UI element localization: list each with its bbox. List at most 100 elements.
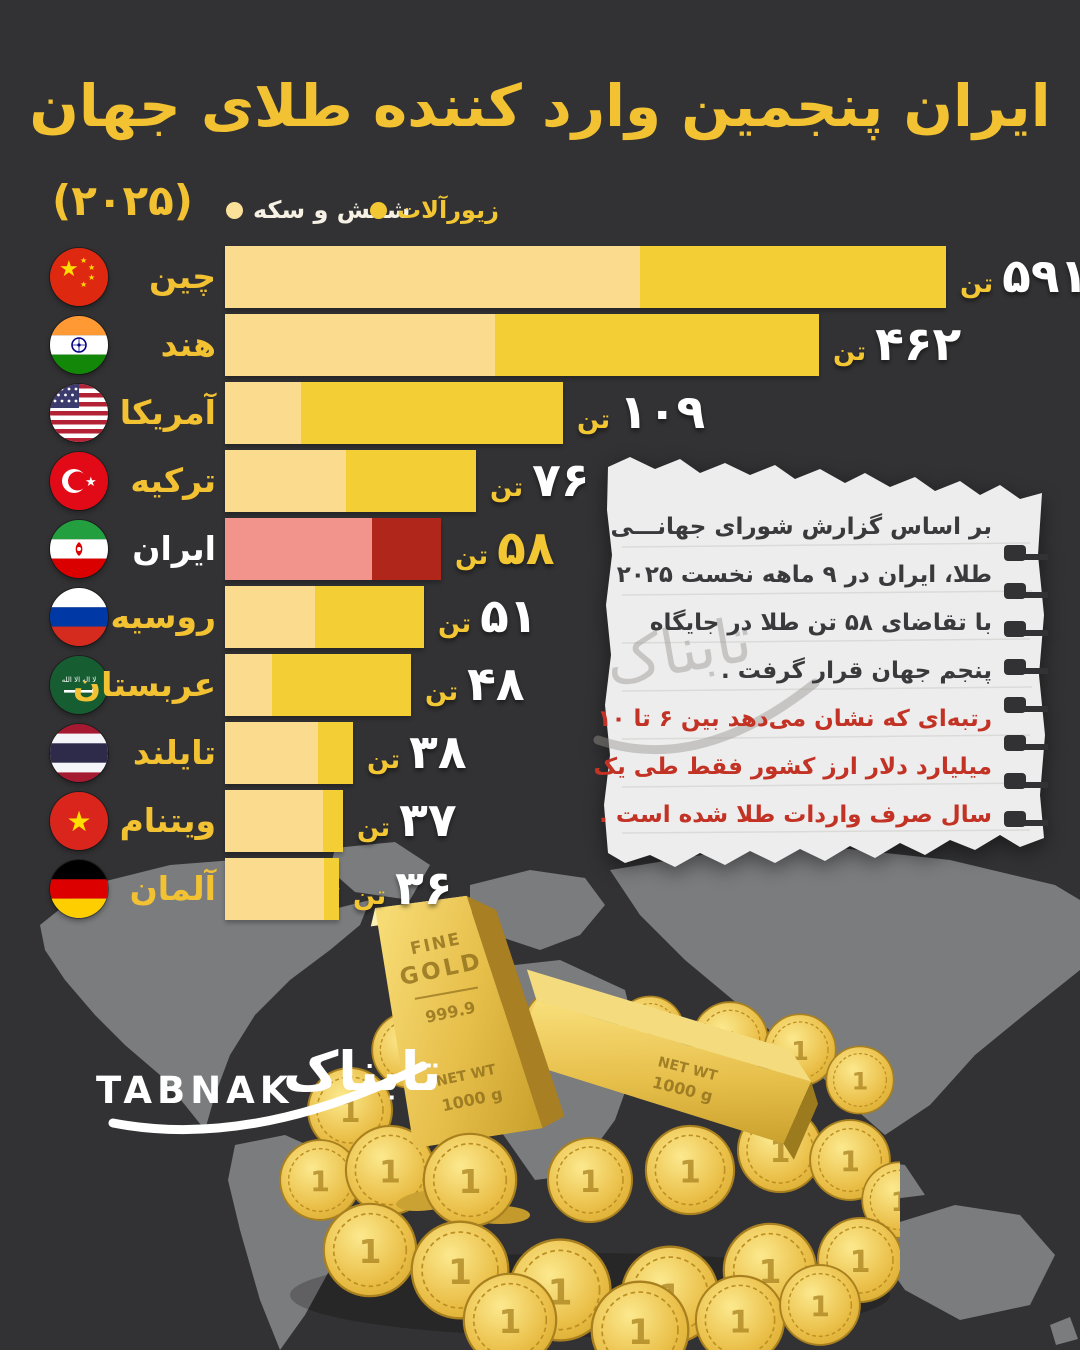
bar-turkey <box>225 450 476 512</box>
value-label: ۳۷ تن <box>357 790 457 852</box>
bar-seg-bullion-coins <box>225 722 318 784</box>
country-label: هند <box>160 325 216 364</box>
svg-text:★: ★ <box>80 280 87 289</box>
bar-seg-jewelry <box>318 722 353 784</box>
tabnak-logo: TABNAK تابناک <box>96 1040 438 1135</box>
map-asia <box>610 848 1080 1135</box>
bar-seg-jewelry <box>346 450 476 512</box>
bar-seg-jewelry <box>315 586 424 648</box>
country-label: روسیه <box>110 597 216 636</box>
value-label: ۵۱ تن <box>438 586 538 648</box>
country-label: ایران <box>132 529 216 568</box>
value-label: ۵۹۱ تن <box>960 246 1080 308</box>
bar-row-vietnam: ★ ویتنام ۳۷ تن <box>0 787 1080 855</box>
value-unit: تن <box>367 745 401 775</box>
bar-russia <box>225 586 424 648</box>
bar-seg-jewelry <box>372 518 441 580</box>
legend-dot-bullion-icon <box>226 201 243 219</box>
value-label: ۳۶ تن <box>353 858 453 920</box>
logo-swoosh <box>108 1061 428 1135</box>
svg-text:★: ★ <box>59 257 79 282</box>
bar-row-india: هند ۴۶۲ تن <box>0 311 1080 379</box>
bar-row-germany: آلمان ۳۶ تن <box>0 855 1080 923</box>
legend-item-jewelry: زیورآلات <box>370 196 499 224</box>
note-line: طلا، ایران در ۹ ماهه نخست ۲۰۲۵ <box>616 562 992 588</box>
note-paper: تابناک <box>593 457 1048 867</box>
bar-row-russia: روسیه ۵۱ تن <box>0 583 1080 651</box>
bar-usa <box>225 382 563 444</box>
bar-thailand <box>225 722 353 784</box>
value-unit: تن <box>425 677 459 707</box>
bar-row-turkey: ★ ترکیه ۷۶ تن <box>0 447 1080 515</box>
brand-latin-text: TABNAK <box>96 1069 293 1112</box>
bar-row-thailand: تایلند ۳۸ تن <box>0 719 1080 787</box>
value-number: ۴۸ <box>467 657 525 712</box>
value-label: ۳۸ تن <box>367 722 467 784</box>
value-unit: تن <box>438 609 472 639</box>
value-label: ۴۶۲ تن <box>833 314 961 376</box>
country-label: چین <box>149 257 216 296</box>
value-unit: تن <box>833 337 867 367</box>
paper-ruled-lines <box>621 542 1033 834</box>
gold-bar-lying: NET WT 1000 g <box>509 969 819 1160</box>
value-number: ۱۰۹ <box>619 385 706 440</box>
map-australia <box>880 1205 1055 1320</box>
country-label: ترکیه <box>130 461 216 500</box>
bar-seg-bullion-coins <box>225 858 324 920</box>
note-line-highlight: رتبه‌ای که نشان می‌دهد بین ۶ تا ۱۰ <box>597 706 992 732</box>
flag-thailand-icon <box>50 724 108 782</box>
note-line: پنجم جهان قرار گرفت . <box>720 658 992 684</box>
gold-pile-illustration: 1 NET WT 1000 g <box>279 895 900 1350</box>
flag-china-icon: ★ ★ ★ ★ ★ <box>50 248 108 306</box>
legend-dot-jewelry-icon <box>370 201 387 219</box>
value-unit: تن <box>960 269 994 299</box>
note-line-highlight: سال صرف واردات طلا شده است . <box>599 802 992 828</box>
legend-label: زیورآلات <box>397 196 499 224</box>
bar-seg-bullion-coins <box>225 450 346 512</box>
value-label: ۴۸ تن <box>425 654 525 716</box>
bar-seg-jewelry <box>324 858 339 920</box>
value-unit: تن <box>353 881 387 911</box>
value-number: ۳۷ <box>399 793 457 848</box>
value-number: ۳۸ <box>409 725 467 780</box>
bar-row-china: ★ ★ ★ ★ ★ چین ۵۹۱ تن <box>0 243 1080 311</box>
map-north-america <box>40 858 370 1130</box>
value-number: ۳۶ <box>395 861 453 916</box>
flag-india-icon <box>50 316 108 374</box>
note-line: با تقاضای ۵۸ تن طلا در جایگاه <box>649 610 992 636</box>
binding-holes <box>1004 545 1048 827</box>
bar-seg-bullion-coins <box>225 382 301 444</box>
value-unit: تن <box>357 813 391 843</box>
svg-text:★: ★ <box>88 263 95 272</box>
bar-row-iran: ایران ۵۸ تن <box>0 515 1080 583</box>
bar-china <box>225 246 946 308</box>
page-title: ایران پنجمین وارد کننده طلای جهان <box>29 72 1051 140</box>
brand-persian-text: تابناک <box>283 1040 438 1103</box>
svg-text:★: ★ <box>88 273 95 282</box>
map-europe <box>470 870 605 950</box>
svg-text:★: ★ <box>66 805 91 838</box>
paper-sheet <box>604 457 1045 867</box>
bar-seg-jewelry <box>495 314 819 376</box>
bar-seg-bullion-coins <box>225 246 640 308</box>
flag-russia-icon <box>50 588 108 646</box>
gold-bar-upright: FINE GOLD 999.9 NET WT 1000 g <box>370 895 565 1149</box>
flag-germany-icon <box>50 860 108 918</box>
bar-seg-jewelry <box>640 246 946 308</box>
bar-saudi-arabia <box>225 654 411 716</box>
country-label: ویتنام <box>119 801 216 840</box>
flag-iran-icon <box>50 520 108 578</box>
value-unit: تن <box>577 405 611 435</box>
value-number: ۵۹۱ <box>1002 249 1080 304</box>
map-new-zealand <box>1050 1317 1078 1345</box>
bar-seg-bullion-coins <box>225 586 315 648</box>
bar-seg-bullion-coins <box>225 518 372 580</box>
note-line-highlight: میلیارد دلار ارز کشور فقط طی یک <box>593 754 992 780</box>
bar-row-usa: آمریکا ۱۰۹ تن <box>0 379 1080 447</box>
flag-vietnam-icon: ★ <box>50 792 108 850</box>
bar-india <box>225 314 819 376</box>
value-label: ۱۰۹ تن <box>577 382 705 444</box>
note-text-block: بر اساس گزارش شورای جهانـــی طلا، ایران … <box>593 503 994 839</box>
year-label: (۲۰۲۵) <box>52 176 193 225</box>
country-label: آمریکا <box>119 393 216 432</box>
